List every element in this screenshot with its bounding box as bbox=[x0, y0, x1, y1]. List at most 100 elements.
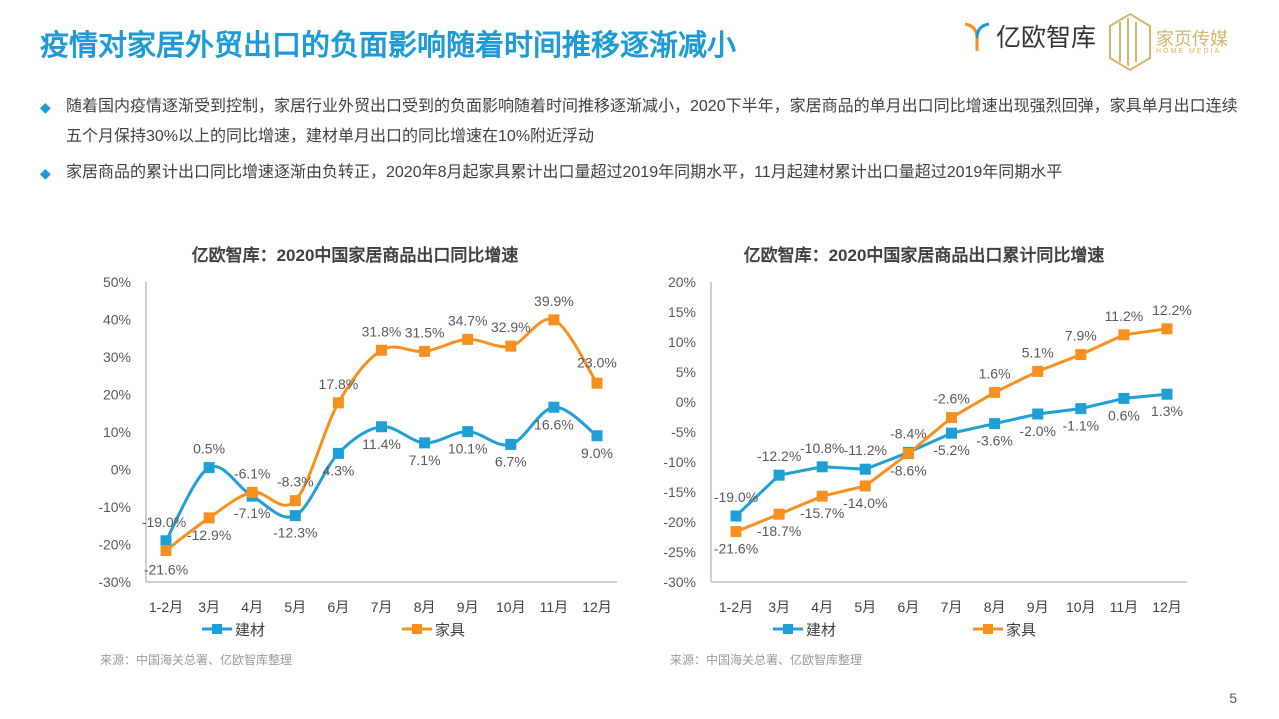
data-point-建材 bbox=[1075, 403, 1087, 415]
x-tick-label: 11月 bbox=[1110, 599, 1139, 615]
x-tick-label: 12月 bbox=[582, 599, 612, 615]
chart-source-left: 来源：中国海关总署、亿欧智库整理 bbox=[100, 653, 293, 667]
y-tick-label: -30% bbox=[98, 574, 131, 590]
legend-label: 建材 bbox=[806, 622, 836, 639]
data-point-建材 bbox=[1118, 392, 1130, 404]
data-label: 7.9% bbox=[1065, 328, 1097, 344]
y-tick-label: -25% bbox=[663, 544, 696, 560]
x-tick-label: 5月 bbox=[854, 599, 876, 615]
y-tick-label: -15% bbox=[663, 484, 696, 500]
data-point-建材 bbox=[773, 469, 785, 481]
legend-marker bbox=[783, 624, 793, 634]
legend-marker bbox=[212, 624, 222, 634]
data-label: 10.1% bbox=[448, 441, 488, 457]
data-label: 31.8% bbox=[362, 323, 402, 339]
yiou-logo-icon bbox=[964, 22, 990, 51]
data-label: -18.7% bbox=[757, 523, 801, 539]
data-label: -19.0% bbox=[714, 489, 758, 505]
data-label: -21.6% bbox=[144, 562, 188, 578]
data-label: -8.4% bbox=[890, 425, 927, 441]
data-label: -12.9% bbox=[187, 527, 231, 543]
x-tick-label: 12月 bbox=[1152, 599, 1182, 615]
jiaye-logo: 家页传媒 HOME MEDIA bbox=[1108, 12, 1228, 72]
data-point-家具 bbox=[1032, 365, 1044, 377]
data-point-家具 bbox=[946, 412, 957, 424]
data-label: 0.5% bbox=[193, 441, 225, 457]
data-point-家具 bbox=[859, 480, 871, 492]
y-tick-label: 40% bbox=[103, 312, 131, 328]
jiaye-logo-text: 家页传媒 bbox=[1156, 28, 1228, 49]
y-tick-label: 20% bbox=[103, 387, 131, 403]
y-tick-label: 20% bbox=[668, 274, 696, 290]
data-label: -5.2% bbox=[933, 442, 970, 458]
chart-source-right: 来源：中国海关总署、亿欧智库整理 bbox=[670, 653, 863, 667]
data-point-建材 bbox=[1161, 388, 1173, 400]
data-label: -15.7% bbox=[800, 505, 844, 521]
data-point-家具 bbox=[730, 526, 742, 538]
data-label: 12.2% bbox=[1152, 302, 1192, 318]
y-tick-label: -20% bbox=[98, 537, 131, 553]
data-label: 31.5% bbox=[405, 324, 445, 340]
data-point-家具 bbox=[989, 386, 1001, 398]
bullet-text: 家居商品的累计出口同比增速逐渐由负转正，2020年8月起家具累计出口量超过201… bbox=[66, 164, 1063, 181]
data-label: 6.7% bbox=[495, 453, 527, 469]
data-point-家具 bbox=[548, 314, 560, 326]
legend-marker bbox=[983, 624, 993, 634]
data-point-建材 bbox=[989, 418, 1001, 430]
legend-marker bbox=[412, 624, 422, 634]
data-point-建材 bbox=[859, 463, 871, 475]
data-label: -3.6% bbox=[976, 433, 1013, 449]
data-label: 1.6% bbox=[979, 365, 1011, 381]
data-point-建材 bbox=[505, 438, 517, 450]
data-point-建材 bbox=[203, 462, 215, 474]
x-tick-label: 7月 bbox=[941, 599, 963, 615]
x-tick-label: 10月 bbox=[1066, 599, 1096, 615]
data-label: -10.8% bbox=[800, 440, 844, 456]
x-tick-label: 9月 bbox=[1027, 599, 1049, 615]
x-tick-label: 5月 bbox=[284, 599, 306, 615]
data-point-家具 bbox=[203, 512, 215, 524]
data-point-建材 bbox=[419, 437, 431, 449]
data-label: -8.3% bbox=[277, 474, 314, 490]
page-number: 5 bbox=[1229, 690, 1237, 706]
data-label: -2.0% bbox=[1019, 423, 1056, 439]
y-tick-label: 50% bbox=[103, 274, 131, 290]
data-point-家具 bbox=[376, 344, 387, 356]
data-label: -12.2% bbox=[757, 448, 801, 464]
data-label: -1.1% bbox=[1063, 418, 1100, 434]
data-point-建材 bbox=[591, 430, 603, 442]
diamond-icon: ◆ bbox=[40, 165, 51, 181]
data-point-家具 bbox=[1161, 323, 1173, 335]
data-label: 7.1% bbox=[409, 452, 441, 468]
data-label: 4.3% bbox=[322, 462, 354, 478]
data-point-家具 bbox=[332, 397, 344, 409]
x-tick-label: 6月 bbox=[328, 599, 350, 615]
chart-title: 亿欧智库：2020中国家居商品出口同比增速 bbox=[192, 245, 519, 265]
data-point-建材 bbox=[548, 401, 560, 413]
x-tick-label: 6月 bbox=[898, 599, 920, 615]
x-tick-label: 8月 bbox=[984, 599, 1006, 615]
y-tick-label: 5% bbox=[676, 364, 696, 380]
page-title: 疫情对家居外贸出口的负面影响随着时间推移逐渐减小 bbox=[40, 30, 737, 62]
data-label: 16.6% bbox=[534, 416, 574, 432]
data-point-建材 bbox=[1032, 408, 1044, 420]
y-tick-label: 30% bbox=[103, 349, 131, 365]
y-tick-label: -10% bbox=[663, 454, 696, 470]
data-label: -12.3% bbox=[273, 525, 317, 541]
data-point-家具 bbox=[591, 377, 603, 389]
data-label: -11.2% bbox=[844, 442, 887, 458]
bullet-item: ◆ 家居商品的累计出口同比增速逐渐由负转正，2020年8月起家具累计出口量超过20… bbox=[40, 158, 1250, 188]
y-tick-label: -10% bbox=[98, 499, 131, 515]
data-point-家具 bbox=[246, 486, 258, 498]
y-tick-label: -30% bbox=[663, 574, 696, 590]
yiou-logo-text: 亿欧智库 bbox=[996, 24, 1097, 52]
data-label: -19.0% bbox=[142, 514, 186, 530]
data-label: 11.2% bbox=[1105, 308, 1144, 324]
data-label: 5.1% bbox=[1022, 344, 1054, 360]
data-point-家具 bbox=[1118, 329, 1130, 341]
data-label: 0.6% bbox=[1108, 407, 1140, 423]
data-label: 17.8% bbox=[319, 376, 359, 392]
x-tick-label: 4月 bbox=[241, 599, 263, 615]
y-tick-label: 15% bbox=[668, 304, 696, 320]
